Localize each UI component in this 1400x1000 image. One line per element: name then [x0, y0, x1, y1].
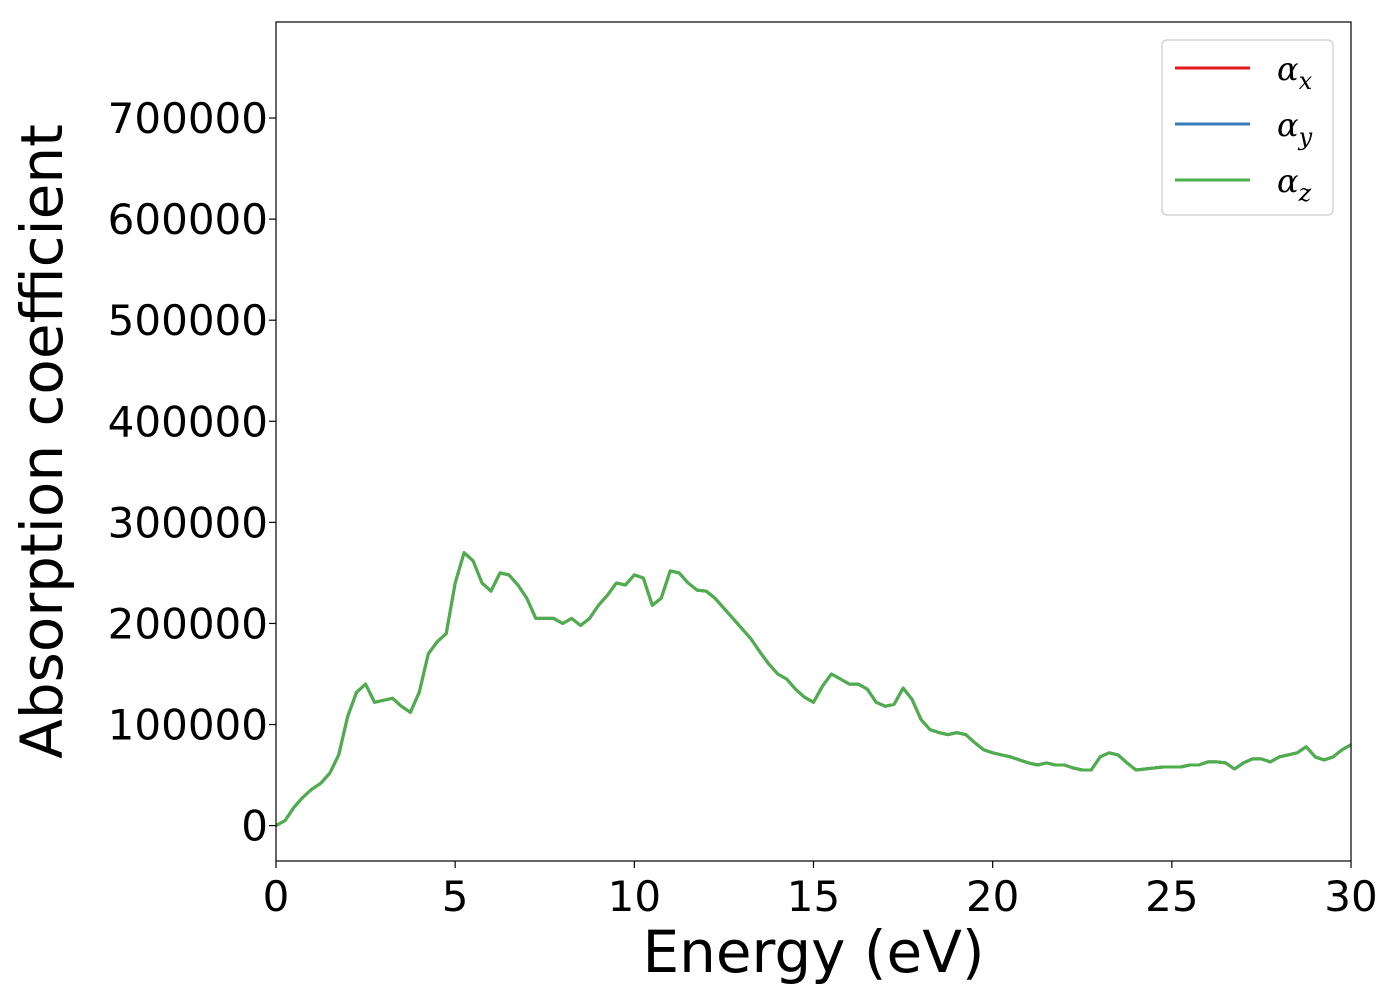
x-tick-label: 30 [1324, 872, 1377, 921]
y-tick-label: 100000 [108, 701, 268, 750]
y-tick-label: 500000 [108, 296, 268, 345]
y-tick-label: 0 [241, 802, 268, 851]
y-axis-ticks: 0 100000 200000 300000 400000 500000 600000 700… [108, 94, 276, 851]
series-line-3 [276, 551, 1351, 827]
x-tick-label: 25 [1145, 872, 1198, 921]
x-tick-label: 5 [442, 872, 469, 921]
x-tick-label: 20 [966, 872, 1019, 921]
legend-label: αz [1277, 162, 1312, 207]
y-tick-label: 200000 [108, 599, 268, 648]
y-tick-label: 300000 [108, 498, 268, 547]
x-axis-ticks: 0 5 10 15 20 25 30 [263, 861, 1378, 921]
series-layer [276, 551, 1351, 827]
y-axis-title: Absorption coefficient [8, 124, 76, 759]
y-tick-label: 700000 [108, 94, 268, 143]
x-tick-label: 0 [263, 872, 290, 921]
legend-label: αx [1277, 50, 1313, 95]
legend-label: αy [1277, 106, 1313, 151]
legend: αx αy αz [1161, 39, 1334, 216]
x-axis-title: Energy (eV) [642, 918, 984, 986]
x-tick-label: 10 [608, 872, 661, 921]
y-tick-label: 400000 [108, 397, 268, 446]
y-tick-label: 600000 [108, 195, 268, 244]
x-tick-label: 15 [787, 872, 840, 921]
legend-box [1161, 39, 1334, 216]
